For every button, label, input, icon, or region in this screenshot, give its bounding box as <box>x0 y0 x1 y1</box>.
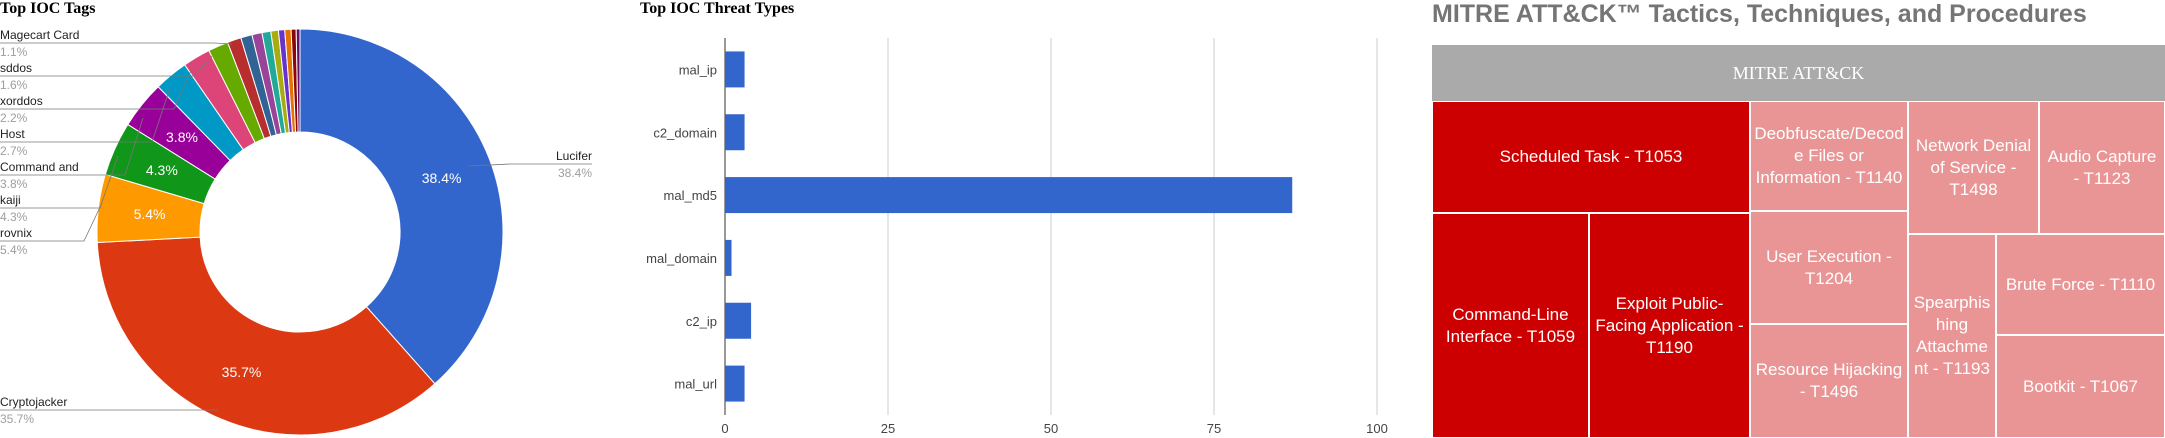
callout-pct: 3.8% <box>0 177 28 191</box>
callout-label: Cryptojacker <box>0 395 67 409</box>
callout-label: rovnix <box>0 226 32 240</box>
bar-x-tick-label: 100 <box>1366 421 1388 436</box>
treemap-tile-exploit-public-facing-application[interactable]: Exploit Public-Facing Application - T119… <box>1589 213 1750 438</box>
treemap-tile-label: Scheduled Task - T1053 <box>1499 147 1683 166</box>
bar-category-label: mal_md5 <box>664 188 717 203</box>
callout-label: Command and <box>0 160 79 174</box>
callout-pct: 5.4% <box>0 243 28 257</box>
donut-slice-pct-label: 38.4% <box>422 170 462 186</box>
treemap-tile-user-execution[interactable]: User Execution - T1204 <box>1750 211 1908 324</box>
treemap-tile-label: Command-Line Interface - T1059 <box>1445 304 1576 346</box>
callout-leader-line <box>0 202 103 242</box>
callout-leader-line <box>0 42 233 45</box>
ioc-tags-title: Top IOC Tags <box>0 0 96 17</box>
treemap-tile-scheduled-task[interactable]: Scheduled Task - T1053 <box>1432 101 1750 213</box>
mitre-treemap-root-label: MITRE ATT&CK <box>1732 62 1865 83</box>
bar-mal-domain[interactable] <box>725 239 732 276</box>
treemap-tile-label: Spearphishing Attachment - T1193 <box>1913 293 1991 378</box>
treemap-tile-brute-force[interactable]: Brute Force - T1110 <box>1996 234 2165 335</box>
treemap-tile-bootkit[interactable]: Bootkit - T1067 <box>1996 335 2165 438</box>
callout-leader-line <box>0 117 144 176</box>
treemap-tile-label: Deobfuscate/Decode Files or Information … <box>1754 124 1904 187</box>
treemap-tile-deobfuscate-decode-files[interactable]: Deobfuscate/Decode Files or Information … <box>1750 101 1908 211</box>
treemap-tile-command-line-interface[interactable]: Command-Line Interface - T1059 <box>1432 213 1589 438</box>
callout-label: xorddos <box>0 94 43 108</box>
mitre-treemap-root-header[interactable]: MITRE ATT&CK <box>1432 45 2165 101</box>
callout-label: Host <box>0 127 25 141</box>
donut-slice-pct-label: 35.7% <box>222 364 262 380</box>
treemap-tile-label: User Execution - T1204 <box>1766 246 1892 288</box>
bar-x-tick-label: 50 <box>1044 421 1058 436</box>
donut-slice-other-16[interactable] <box>295 28 301 133</box>
callout-leader-line <box>0 87 171 143</box>
treemap-tile-label: Audio Capture - T1123 <box>2047 146 2157 188</box>
donut-slice-pct-label: 4.3% <box>146 162 178 178</box>
ioc-tags-chart-panel: Top IOC Tags 38.4% 35.7% 5.4% 4.3% 3.8% Lucif… <box>0 0 600 438</box>
treemap-tile-resource-hijacking[interactable]: Resource Hijacking - T1496 <box>1750 324 1908 438</box>
ioc-tags-donut: 38.4% 35.7% 5.4% 4.3% 3.8% Lucifer 38.4% Crypto… <box>0 28 592 436</box>
treemap-tile-network-denial-of-service[interactable]: Network Denial of Service - T1498 <box>1908 101 2039 234</box>
callout-leader-line <box>0 155 119 209</box>
mitre-treemap-panel: MITRE ATT&CK™ Tactics, Techniques, and P… <box>1420 0 2165 438</box>
treemap-tile-label: Resource Hijacking - T1496 <box>1755 360 1903 401</box>
treemap-tile-label: Brute Force - T1110 <box>2005 274 2156 294</box>
bar-c2-ip[interactable] <box>725 302 752 339</box>
callout-pct: 35.7% <box>0 412 34 426</box>
treemap-tile-audio-capture[interactable]: Audio Capture - T1123 <box>2039 101 2165 234</box>
bar-mal-ip[interactable] <box>725 51 745 88</box>
callout-label: sddos <box>0 61 32 75</box>
bar-mal-md5[interactable] <box>725 177 1293 214</box>
callout-pct: 1.6% <box>0 78 28 92</box>
bar-category-label: mal_url <box>674 377 717 392</box>
callout-pct: 1.1% <box>0 45 28 59</box>
bar-x-tick-label: 0 <box>721 421 728 436</box>
treemap-tile-label: Exploit Public-Facing Application - T119… <box>1595 293 1744 357</box>
bar-category-label: c2_ip <box>686 314 717 329</box>
callout-leader-line <box>0 55 213 77</box>
bar-x-tick-label: 25 <box>881 421 895 436</box>
donut-slice-cryptojacker[interactable] <box>96 236 436 436</box>
treemap-tile-label: Bootkit - T1067 <box>2023 376 2138 396</box>
bar-x-tick-label: 75 <box>1207 421 1221 436</box>
callout-label: Lucifer <box>556 149 592 163</box>
callout-pct: 2.2% <box>0 111 28 125</box>
callout-pct: 4.3% <box>0 210 28 224</box>
bar-mal-url[interactable] <box>725 365 745 402</box>
bar-category-label: c2_domain <box>653 125 717 140</box>
ioc-threat-types-bars: 0 25 50 75 100 mal_ip c2_domain mal_md5 mal_doma… <box>646 38 1388 436</box>
callout-leader-line <box>0 67 193 110</box>
callout-pct: 38.4% <box>558 166 592 180</box>
ioc-threat-types-chart-panel: Top IOC Threat Types 0 25 50 75 100 mal_ip c2_… <box>630 0 1400 438</box>
mitre-treemap-title: MITRE ATT&CK™ Tactics, Techniques, and P… <box>1432 0 2087 28</box>
callout-label: Magecart Card <box>0 28 79 42</box>
donut-slice-pct-label: 5.4% <box>134 206 166 222</box>
callout-pct: 2.7% <box>0 144 28 158</box>
bar-c2-domain[interactable] <box>725 114 745 151</box>
treemap-tile-spearphishing-attachment[interactable]: Spearphishing Attachment - T1193 <box>1908 234 1996 438</box>
bar-category-label: mal_ip <box>679 62 717 77</box>
callout-label: kaiji <box>0 193 21 207</box>
bar-category-label: mal_domain <box>646 251 717 266</box>
ioc-threat-types-title: Top IOC Threat Types <box>640 0 795 17</box>
callout-leader-line <box>467 163 592 167</box>
donut-slice-lucifer[interactable] <box>299 28 504 385</box>
treemap-tile-label: Network Denial of Service - T1498 <box>1915 135 2032 199</box>
donut-slice-pct-label: 3.8% <box>166 129 198 145</box>
